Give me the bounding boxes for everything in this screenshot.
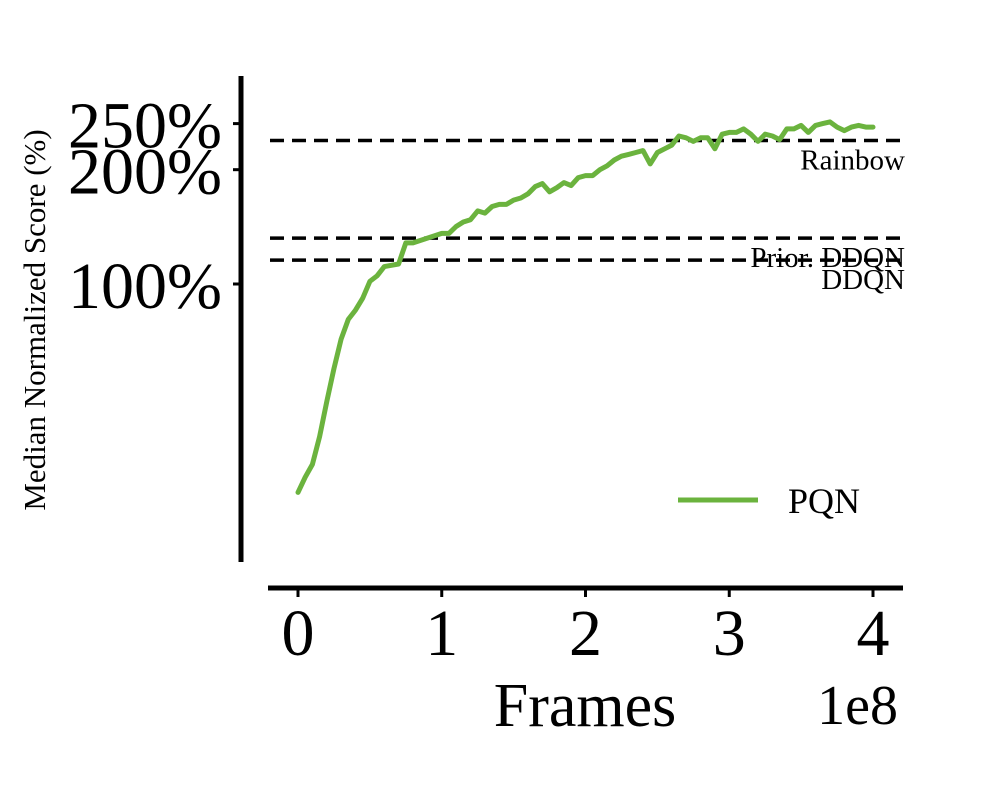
x-tick-label: 2 (569, 597, 602, 670)
reference-line-label: Rainbow (800, 145, 905, 177)
y-ticks: 100% 200%250% (68, 90, 241, 323)
y-tick-label: 100% (68, 250, 222, 323)
reference-line-label: DDQN (821, 264, 905, 296)
legend-label-pqn: PQN (788, 481, 860, 521)
x-offset-label: 1e8 (817, 675, 898, 737)
y-tick-label: 200% (68, 136, 222, 209)
x-tick-label: 0 (282, 597, 315, 670)
series-line-pqn (295, 119, 876, 495)
reference-line-label: Prior. DDQN (750, 242, 905, 274)
x-axis-label: Frames (494, 672, 677, 740)
x-tick-label: 4 (857, 597, 890, 670)
y-tick-label: 250% (68, 90, 222, 163)
x-tick-label: 3 (713, 597, 746, 670)
y-axis-label: Median Normalized Score (%) (17, 129, 52, 510)
series-layer (295, 119, 876, 495)
x-ticks: 0 1 2 3 4 (282, 588, 890, 670)
legend: PQN (678, 481, 860, 521)
x-tick-label: 1 (425, 597, 458, 670)
